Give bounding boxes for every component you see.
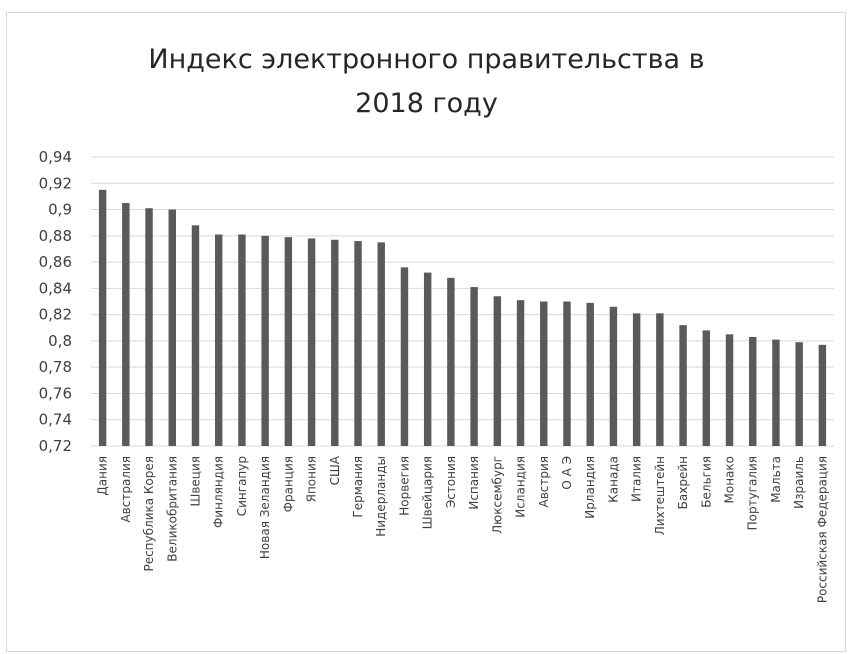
y-tick-label: 0,72 — [39, 437, 72, 455]
x-axis-category-labels: Дания Австралия Республика Корея Великобрит… — [96, 455, 830, 603]
bar — [795, 342, 803, 446]
x-category-label: О А Э — [560, 456, 574, 490]
x-category-label: Португалия — [746, 456, 760, 530]
x-category-label: Эстония — [444, 456, 458, 508]
x-category-label: Испания — [467, 456, 481, 510]
bar — [563, 301, 571, 446]
y-tick-label: 0,82 — [39, 306, 72, 324]
x-category-label: Новая Зеландия — [258, 456, 272, 559]
bar — [307, 238, 316, 446]
y-tick-label: 0,8 — [48, 332, 72, 350]
bar — [516, 300, 525, 446]
bar — [122, 202, 130, 446]
bar — [168, 209, 176, 446]
x-category-label: Сингапур — [235, 456, 249, 516]
x-category-label: Франция — [281, 456, 295, 512]
x-category-label: Бахрейн — [676, 456, 690, 509]
x-category-label: Мальта — [769, 456, 783, 503]
bar — [702, 330, 711, 446]
bar — [493, 296, 502, 446]
bar — [284, 237, 293, 446]
y-tick-label: 0,92 — [39, 174, 72, 192]
bar — [656, 313, 664, 446]
bar — [632, 313, 641, 446]
bar — [331, 239, 339, 446]
x-category-label: Республика Корея — [142, 456, 156, 572]
bar — [191, 225, 200, 446]
y-tick-label: 0,74 — [39, 411, 72, 429]
x-category-label: Дания — [96, 456, 110, 496]
bar — [725, 334, 734, 446]
x-category-label: Исландия — [514, 456, 528, 518]
x-category-label: Австралия — [119, 456, 133, 523]
x-category-label: Италия — [630, 456, 644, 502]
bar — [772, 339, 780, 446]
x-category-label: Финляндия — [212, 456, 226, 528]
bar — [98, 189, 107, 446]
x-category-label: Ирландия — [583, 456, 597, 519]
bars — [98, 189, 827, 446]
bar — [749, 336, 757, 446]
bar — [679, 325, 687, 446]
x-category-label: Швеция — [188, 456, 202, 506]
x-category-label: Бельгия — [699, 456, 713, 508]
x-category-label: Австрия — [537, 456, 551, 508]
y-tick-label: 0,78 — [39, 358, 72, 376]
y-tick-label: 0,94 — [39, 148, 72, 166]
x-category-label: Израиль — [792, 456, 806, 509]
bar — [470, 287, 478, 446]
chart-title-line-2: 2018 году — [355, 88, 498, 119]
y-tick-label: 0,84 — [39, 279, 72, 297]
chart-title: Индекс электронного правительства в 2018… — [0, 38, 853, 126]
bar — [238, 234, 246, 446]
x-category-label: США — [328, 455, 342, 485]
bar — [818, 344, 827, 446]
y-tick-label: 0,86 — [39, 253, 72, 271]
y-tick-label: 0,88 — [39, 227, 72, 245]
chart-title-line-1: Индекс электронного правительства в — [148, 44, 705, 75]
x-category-label: Япония — [305, 456, 319, 502]
y-axis-tick-labels: 0,72 0,74 0,76 0,78 0,8 0,82 0,84 0,86 0,88 0,9 0,… — [39, 148, 72, 455]
x-category-label: Норвегия — [397, 456, 411, 516]
y-tick-label: 0,76 — [39, 384, 72, 402]
bar — [447, 277, 455, 446]
bar — [423, 272, 432, 446]
bar — [586, 302, 594, 446]
x-category-label: Монако — [723, 456, 737, 503]
x-category-label: Российская Федерация — [815, 456, 829, 603]
y-tick-label: 0,9 — [48, 201, 72, 219]
x-category-label: Нидерланды — [374, 456, 388, 537]
bar — [145, 208, 153, 446]
bar — [214, 234, 223, 446]
x-category-label: Швейцария — [421, 456, 435, 529]
x-category-label: Люксембург — [490, 456, 504, 534]
x-category-label: Лихтештейн — [653, 456, 667, 535]
bar — [400, 267, 409, 446]
x-category-label: Германия — [351, 456, 365, 518]
x-category-label: Канада — [606, 456, 620, 503]
bar — [377, 242, 385, 446]
bar — [609, 306, 618, 446]
x-category-label: Великобритания — [165, 456, 179, 562]
bar — [540, 301, 548, 446]
gridlines — [91, 156, 834, 447]
bar — [261, 235, 269, 446]
bar — [354, 241, 362, 446]
